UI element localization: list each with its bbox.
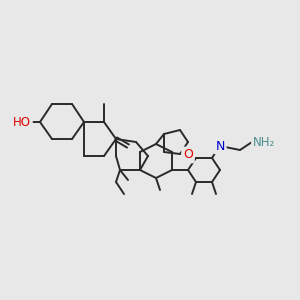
Text: N: N (215, 140, 225, 152)
Text: HO: HO (13, 116, 31, 128)
Text: O: O (183, 148, 193, 161)
Text: NH₂: NH₂ (253, 136, 275, 148)
